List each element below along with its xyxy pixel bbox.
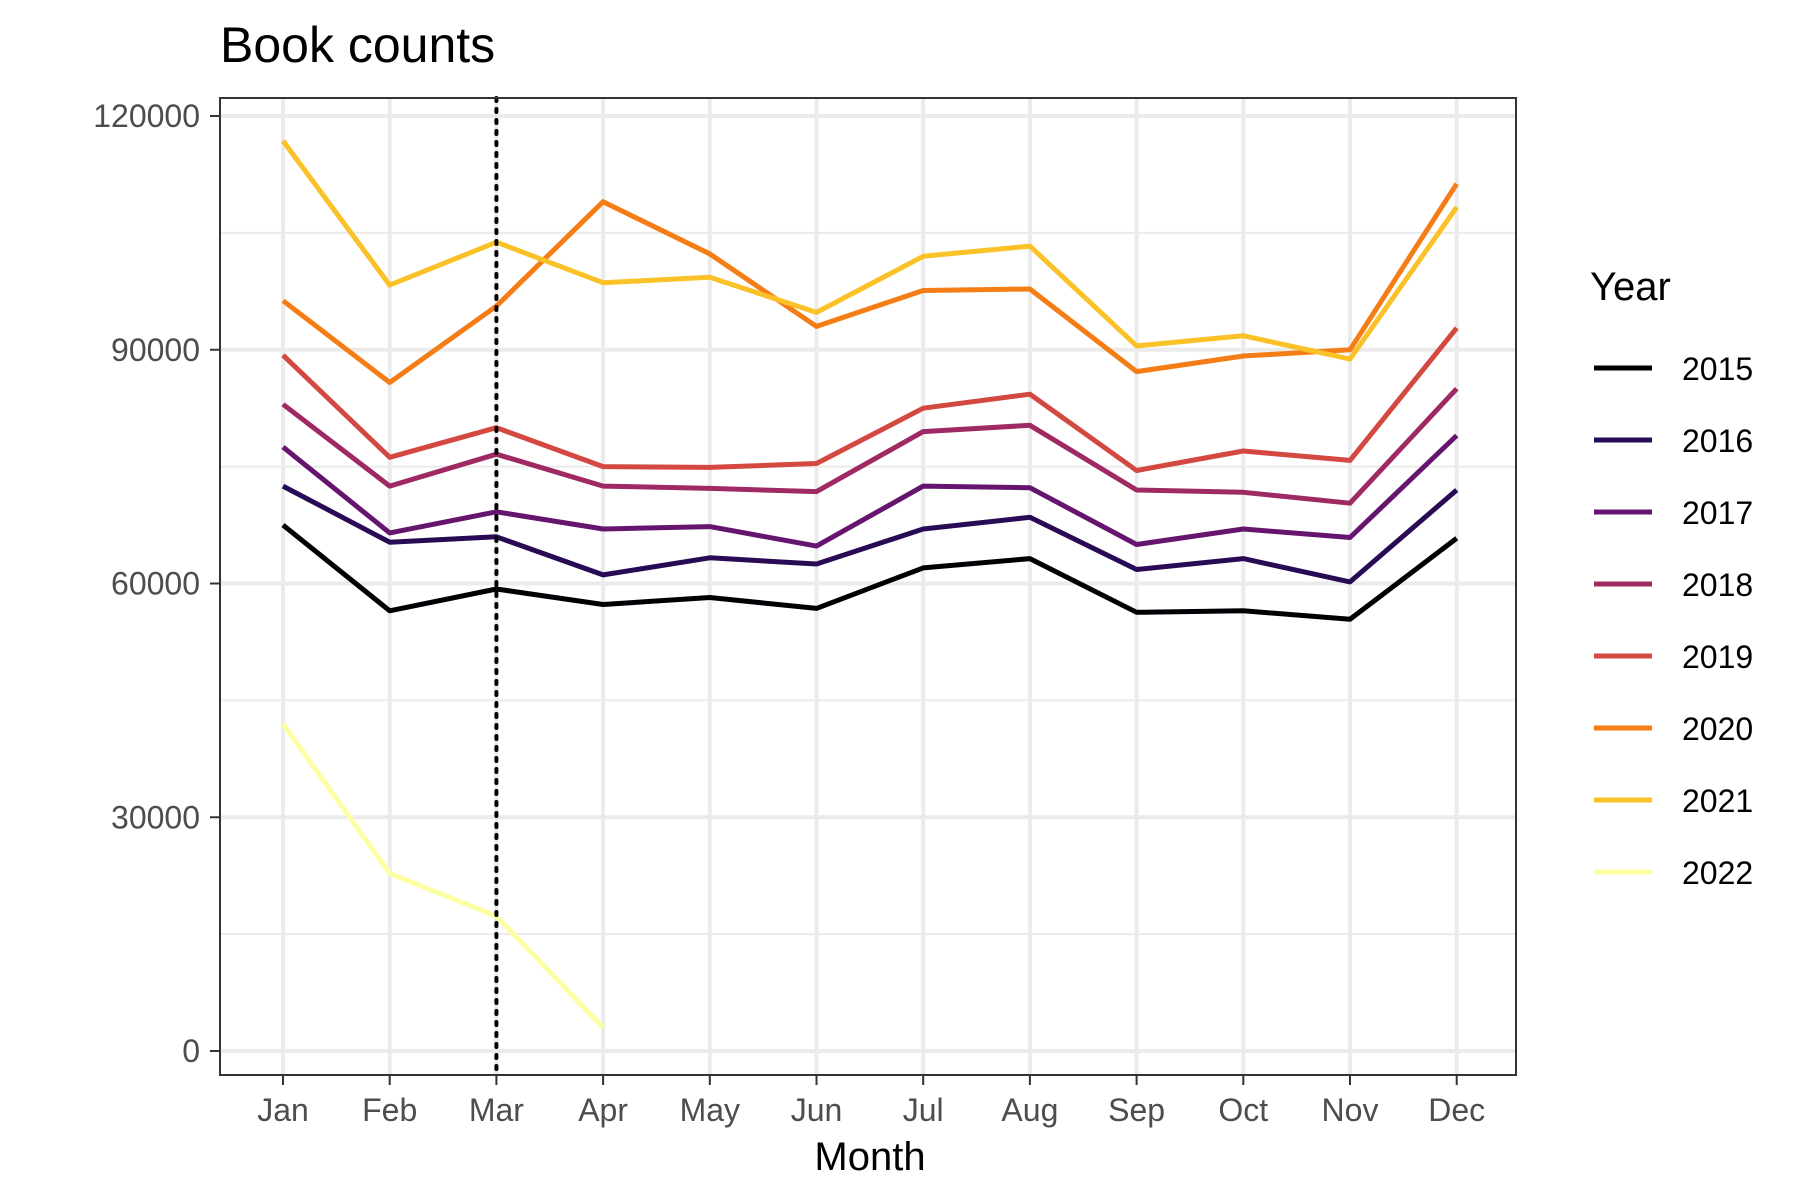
x-tick-label: Apr bbox=[578, 1092, 628, 1128]
x-tick-label: Jul bbox=[903, 1092, 944, 1128]
panel-border bbox=[219, 97, 1517, 1076]
x-tick-label: Nov bbox=[1322, 1092, 1379, 1128]
x-tick-label: Aug bbox=[1001, 1092, 1058, 1128]
x-tick-label: May bbox=[680, 1092, 740, 1128]
legend-label-2019: 2019 bbox=[1682, 639, 1753, 675]
x-tick-label: Jun bbox=[791, 1092, 843, 1128]
legend-label-2015: 2015 bbox=[1682, 351, 1753, 387]
x-tick-label: Sep bbox=[1108, 1092, 1165, 1128]
series-line-2017 bbox=[281, 433, 1459, 549]
legend-label-2017: 2017 bbox=[1682, 495, 1753, 531]
x-tick-label: Oct bbox=[1218, 1092, 1268, 1128]
y-tick-label: 90000 bbox=[111, 332, 200, 368]
y-tick-label: 30000 bbox=[111, 799, 200, 835]
series-line-2015 bbox=[281, 523, 1459, 622]
series-line-2019 bbox=[281, 326, 1459, 473]
legend-label-2021: 2021 bbox=[1682, 783, 1753, 819]
x-tick-label: Mar bbox=[469, 1092, 524, 1128]
x-tick-label: Jan bbox=[257, 1092, 309, 1128]
legend-label-2016: 2016 bbox=[1682, 423, 1753, 459]
y-tick-label: 120000 bbox=[93, 98, 200, 134]
y-tick-label: 0 bbox=[182, 1033, 200, 1069]
legend-label-2020: 2020 bbox=[1682, 711, 1753, 747]
series-lines bbox=[280, 139, 1459, 1030]
legend-title: Year bbox=[1590, 265, 1671, 309]
series-line-2021 bbox=[280, 139, 1459, 362]
x-tick-label: Dec bbox=[1428, 1092, 1485, 1128]
series-line-2016 bbox=[281, 483, 1459, 585]
chart-title: Book counts bbox=[220, 17, 495, 73]
axes: 0 30000 60000 90000 120000 Jan Feb Mar Apr May Jun… bbox=[93, 97, 1517, 1128]
series-line-2018 bbox=[281, 386, 1459, 506]
legend-label-2018: 2018 bbox=[1682, 567, 1753, 603]
legend-label-2022: 2022 bbox=[1682, 855, 1753, 891]
y-tick-label: 60000 bbox=[111, 566, 200, 602]
series-line-2022 bbox=[280, 722, 605, 1030]
legend: Year 2015 2016 2017 2018 2019 2020 2021 2022 bbox=[1590, 265, 1753, 891]
x-tick-label: Feb bbox=[362, 1092, 417, 1128]
series-line-2020 bbox=[281, 182, 1459, 385]
x-axis-title: Month bbox=[814, 1135, 925, 1179]
